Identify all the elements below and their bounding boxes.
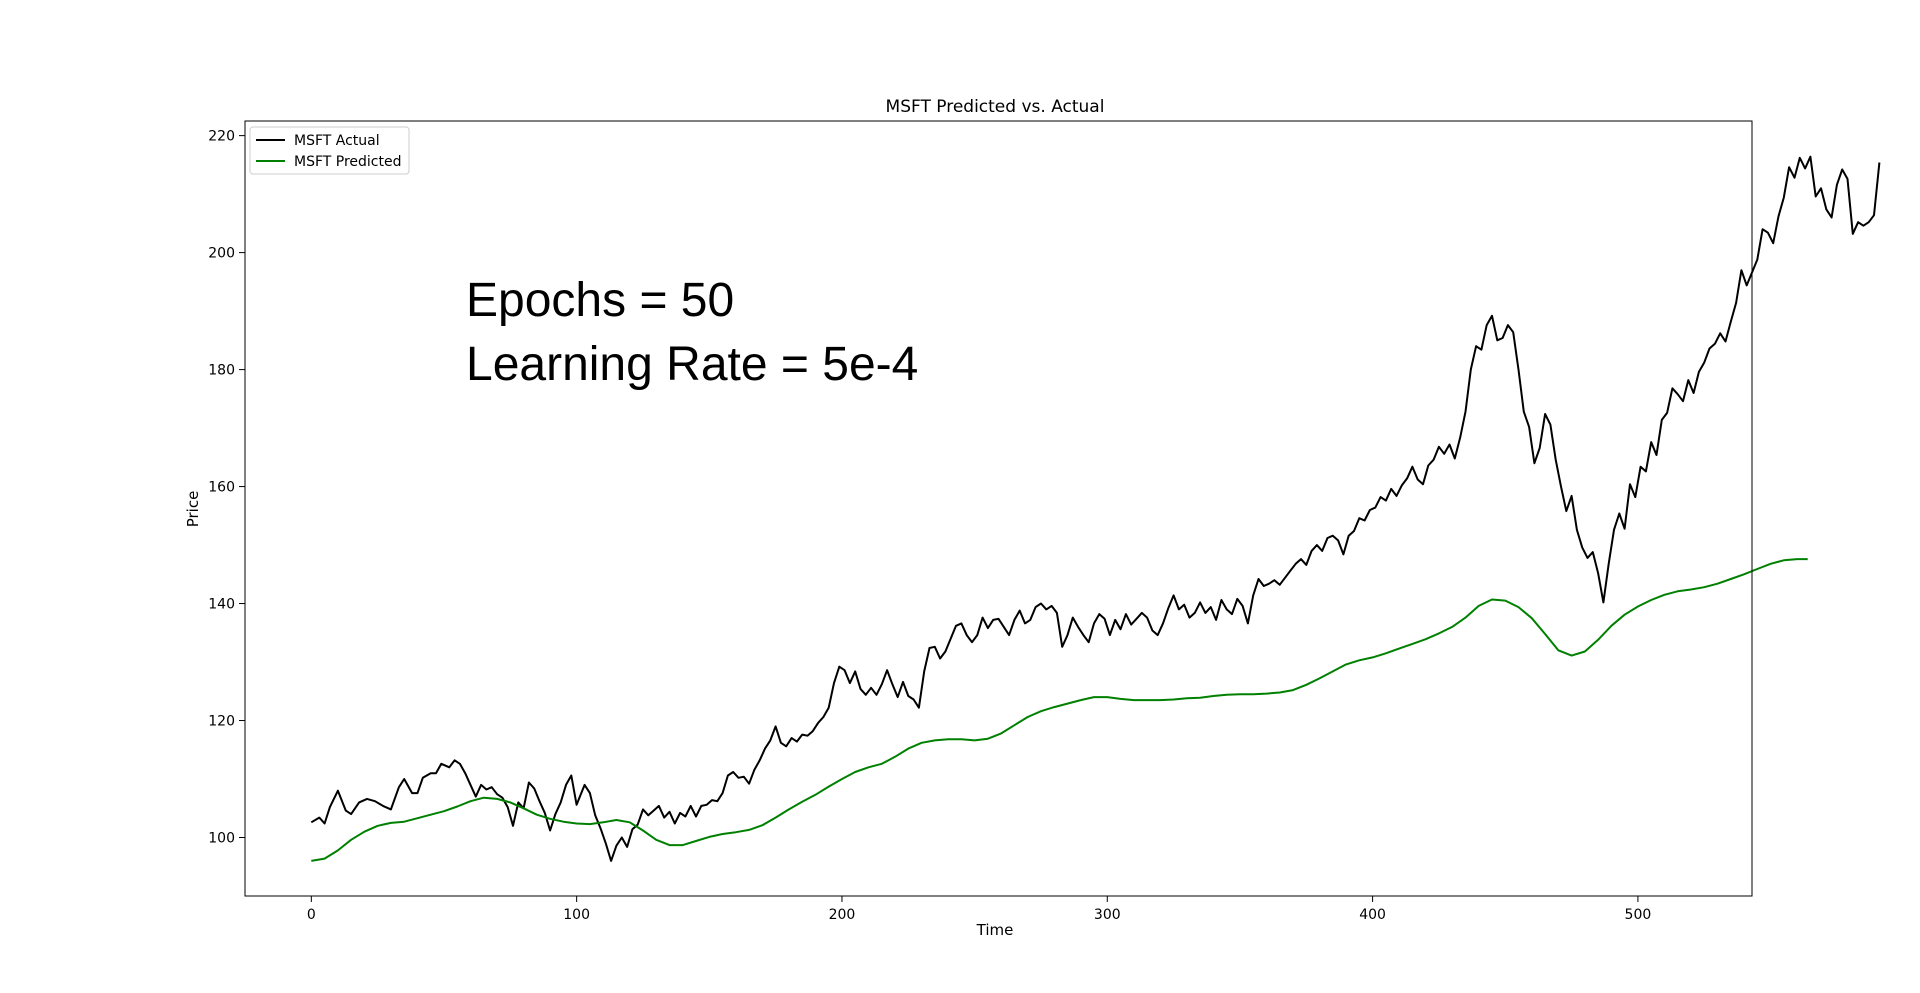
annotation-layer: Epochs = 50 Learning Rate = 5e-4 (466, 274, 918, 391)
epochs-annotation: Epochs = 50 (466, 274, 734, 327)
y-tick-label: 100 (208, 831, 235, 847)
x-tick-label: 100 (563, 907, 590, 923)
legend-box (249, 126, 410, 175)
y-tick-label: 140 (208, 597, 235, 613)
legend-label-actual: MSFT Actual (294, 133, 380, 149)
chart-title: MSFT Predicted vs. Actual (886, 97, 1105, 117)
learning-rate-annotation: Learning Rate = 5e-4 (466, 338, 918, 391)
x-tick-label: 500 (1625, 907, 1652, 923)
y-tick-label: 160 (208, 480, 235, 496)
legend: MSFT Actual MSFT Predicted (249, 126, 410, 175)
y-tick-label: 200 (208, 246, 235, 262)
y-tick-label: 120 (208, 714, 235, 730)
x-tick-label: 0 (307, 907, 316, 923)
x-tick-label: 400 (1359, 907, 1386, 923)
plot-area-frame (244, 120, 1753, 897)
y-tick-label: 180 (208, 363, 235, 379)
series-layer (310, 155, 1881, 862)
x-axis-label: Time (976, 921, 1014, 939)
x-axis-ticks: 0 100 200 300 400 500 (307, 896, 1651, 923)
series-line-msft-actual (310, 155, 1881, 862)
legend-label-predicted: MSFT Predicted (294, 154, 402, 170)
y-axis-label: Price (184, 491, 202, 528)
y-axis-ticks: 100 120 140 160 180 200 220 (208, 129, 245, 847)
y-tick-label: 220 (208, 129, 235, 145)
x-tick-label: 200 (829, 907, 856, 923)
series-line-msft-predicted (311, 558, 1808, 862)
x-tick-label: 300 (1094, 907, 1121, 923)
